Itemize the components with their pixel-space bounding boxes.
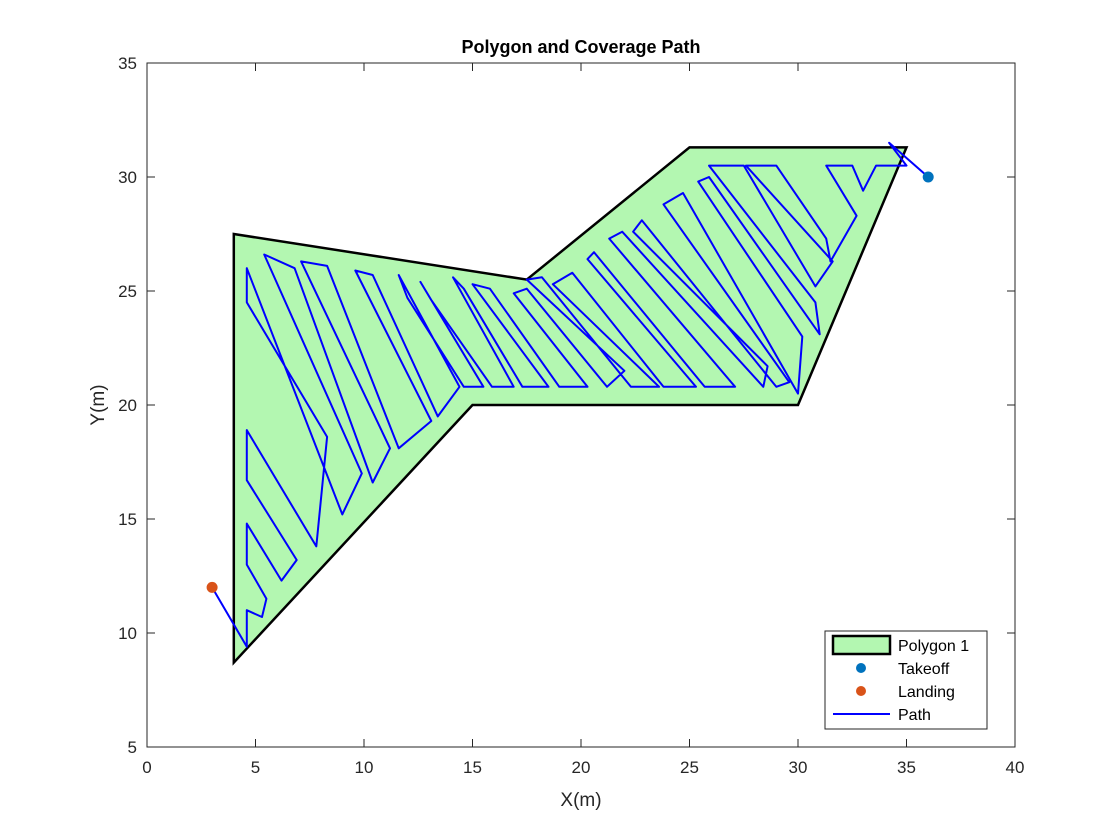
legend-polygon-swatch — [831, 634, 892, 656]
x-tick-label: 5 — [251, 758, 260, 777]
y-tick-label: 20 — [118, 396, 137, 415]
x-axis-label: X(m) — [560, 790, 601, 811]
x-tick-label: 30 — [789, 758, 808, 777]
y-tick-label: 5 — [128, 738, 137, 757]
landing-point — [206, 581, 218, 593]
x-tick-label: 20 — [572, 758, 591, 777]
legend-path-label: Path — [898, 707, 931, 724]
y-tick-label: 15 — [118, 510, 137, 529]
y-tick-label: 25 — [118, 282, 137, 301]
chart-title: Polygon and Coverage Path — [461, 37, 700, 57]
x-tick-label: 40 — [1006, 758, 1025, 777]
y-axis-label: Y(m) — [88, 384, 109, 425]
path-layer — [211, 141, 929, 648]
y-tick-label: 35 — [118, 54, 137, 73]
legend-landing-marker — [856, 686, 866, 696]
legend-takeoff-label: Takeoff — [898, 661, 950, 678]
marker-layer — [206, 171, 934, 593]
x-tick-label: 15 — [463, 758, 482, 777]
x-tick-label: 0 — [142, 758, 151, 777]
x-tick-label: 25 — [680, 758, 699, 777]
legend-landing-label: Landing — [898, 684, 955, 701]
legend: Polygon 1 Takeoff Landing Path — [824, 630, 988, 730]
legend-takeoff-marker — [856, 663, 866, 673]
polygon-layer — [232, 146, 909, 666]
x-tick-label: 10 — [355, 758, 374, 777]
coverage-polygon — [232, 146, 909, 666]
coverage-path-line — [211, 141, 929, 648]
x-tick-label: 35 — [897, 758, 916, 777]
y-tick-label: 30 — [118, 168, 137, 187]
takeoff-point — [922, 171, 934, 183]
legend-polygon-label: Polygon 1 — [898, 638, 969, 655]
y-tick-label: 10 — [118, 624, 137, 643]
